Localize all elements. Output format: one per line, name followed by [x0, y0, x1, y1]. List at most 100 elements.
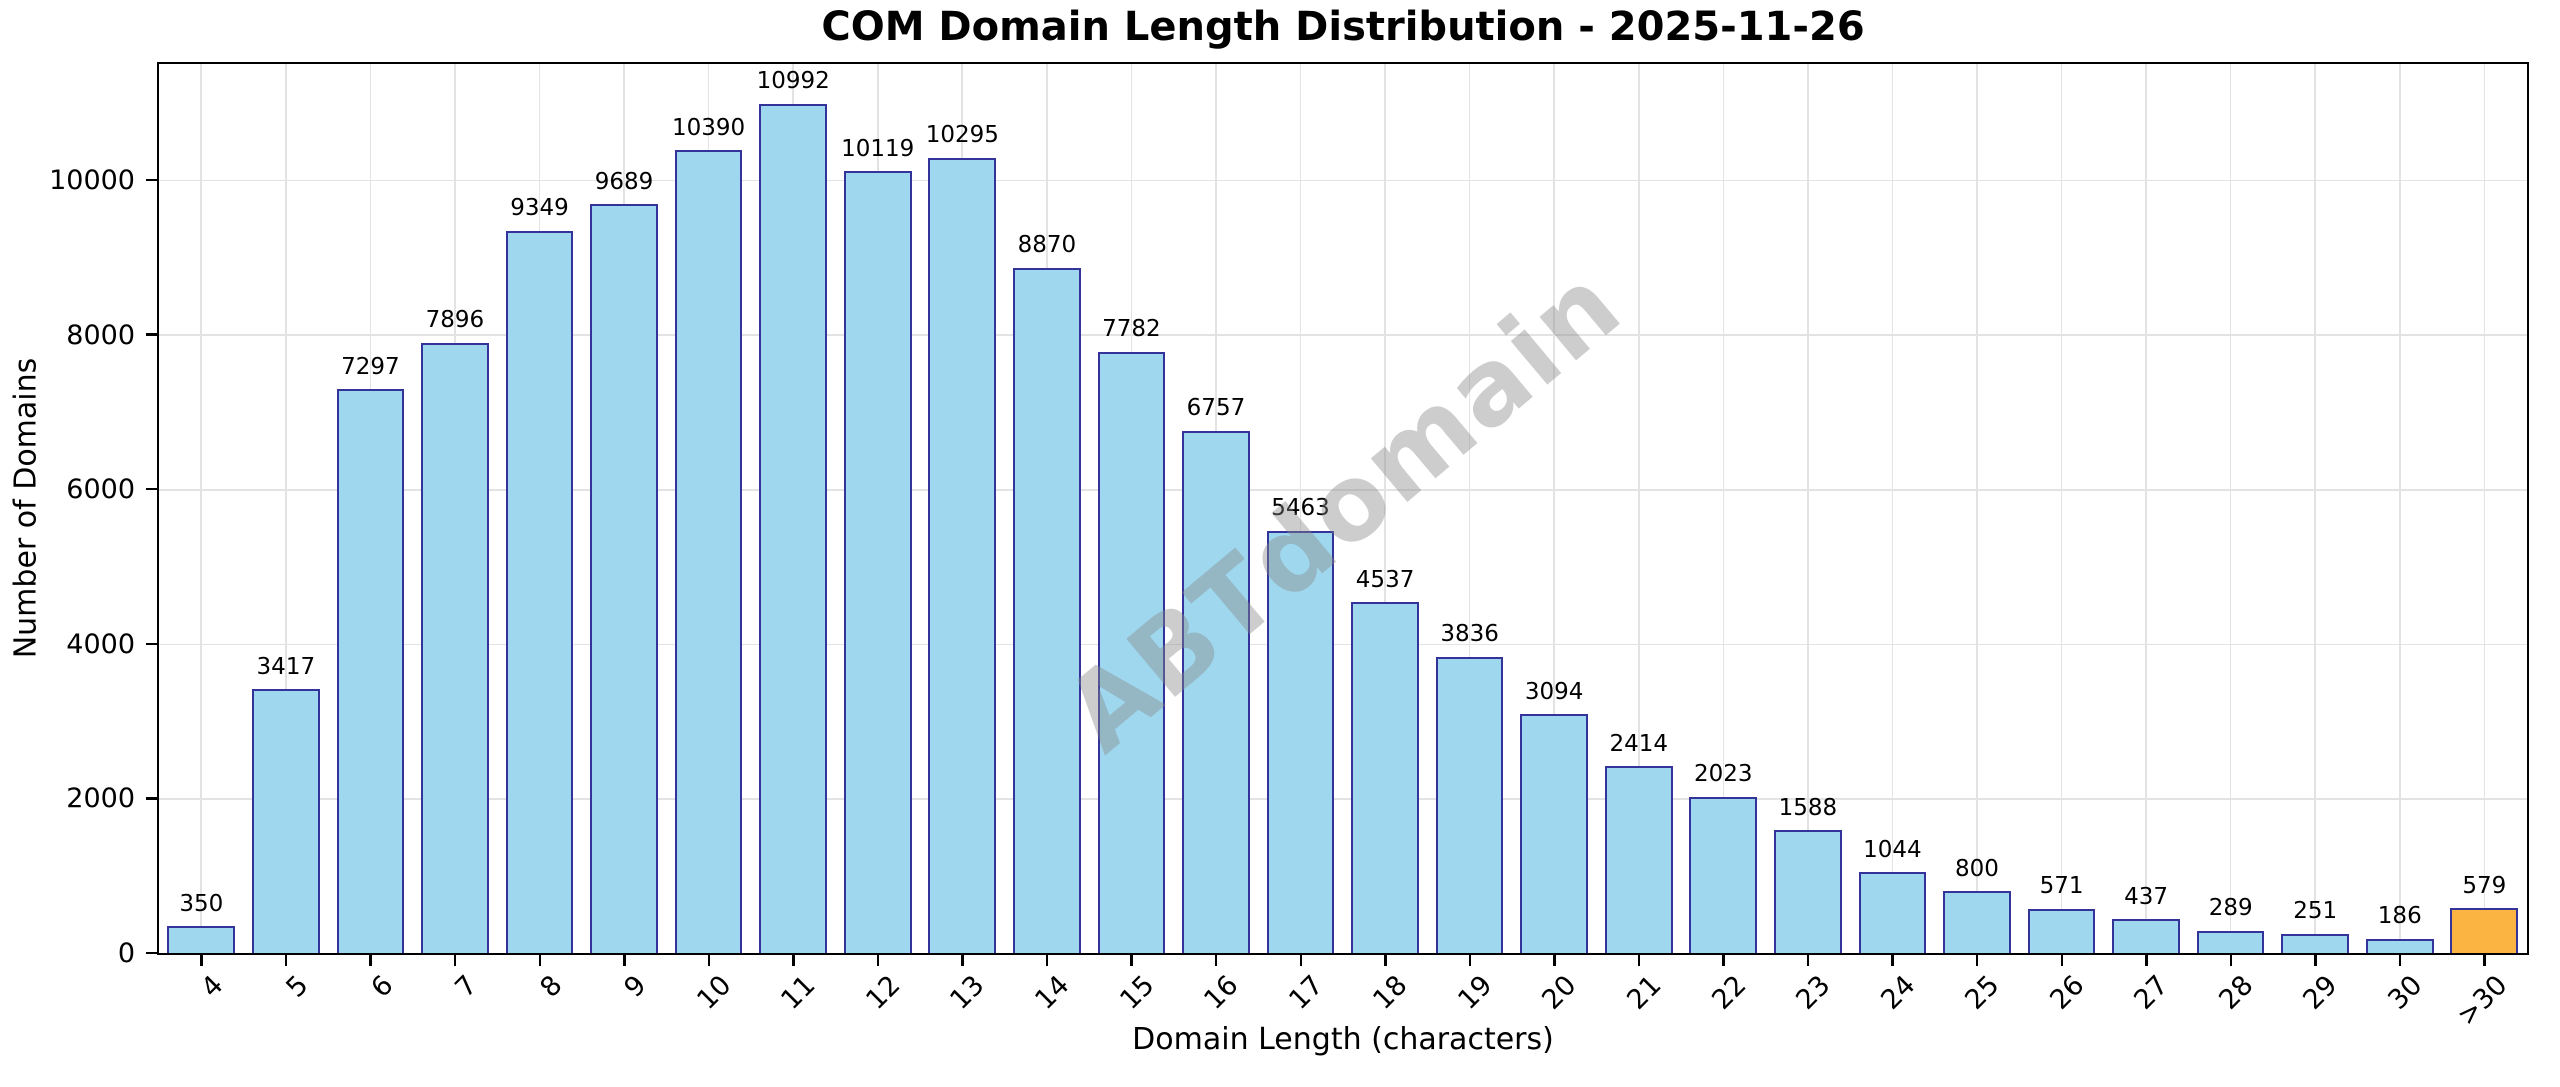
x-tick-label: 11 [775, 969, 822, 1016]
x-tick-mark [2060, 955, 2064, 966]
v-gridline [1468, 64, 1471, 953]
x-tick-label: 24 [1874, 969, 1922, 1016]
v-gridline [200, 64, 203, 953]
x-tick-label: 15 [1113, 969, 1161, 1016]
x-tick-mark [1975, 955, 1979, 966]
x-tick-label: 27 [2128, 969, 2175, 1016]
x-tick-label: 4 [195, 969, 230, 1004]
x-axis-label: Domain Length (characters) [1132, 1022, 1554, 1057]
y-tick-label: 2000 [66, 783, 135, 815]
y-tick-mark [146, 333, 157, 336]
x-tick-mark [2229, 955, 2233, 966]
bar [674, 150, 743, 953]
bar-value-label: 437 [2124, 883, 2169, 910]
y-tick-mark [146, 797, 157, 800]
bar-value-label: 350 [179, 890, 224, 917]
x-tick-mark [369, 955, 372, 966]
x-tick-mark [792, 955, 795, 966]
bar [1097, 351, 1166, 953]
bar-value-label: 571 [2039, 873, 2084, 900]
x-tick-label: 30 [2382, 969, 2429, 1016]
v-gridline [1807, 64, 1809, 953]
x-tick-label: 5 [280, 969, 315, 1004]
x-tick-mark [1045, 955, 1049, 966]
x-tick-label: 14 [1029, 969, 1076, 1016]
x-tick-mark [623, 955, 626, 966]
bar-value-label: 6757 [1186, 395, 1246, 422]
bar-value-label: 186 [2377, 903, 2422, 930]
x-tick-label: 9 [618, 969, 653, 1004]
x-tick-label: 28 [2213, 969, 2260, 1016]
x-tick-label: 18 [1367, 969, 1414, 1016]
x-tick-mark [1384, 955, 1387, 966]
x-tick-mark [2145, 955, 2148, 966]
h-gridline [159, 798, 2527, 800]
x-tick-label: 21 [1621, 969, 1668, 1016]
y-tick-mark [146, 178, 157, 182]
v-gridline [2483, 64, 2486, 953]
x-tick-mark [2483, 955, 2486, 966]
bar-value-label: 3417 [256, 653, 316, 680]
bar [2365, 938, 2434, 953]
bar-value-label: 10390 [672, 114, 746, 141]
bar-value-label: 10119 [841, 135, 915, 162]
bar-value-label: 800 [1955, 855, 1999, 882]
x-tick-label: 17 [1283, 969, 1330, 1016]
x-tick-mark [707, 955, 711, 966]
bar-value-label: 289 [2208, 895, 2253, 922]
bar [1943, 891, 2011, 953]
h-gridline [159, 488, 2527, 491]
bar [167, 925, 236, 953]
bar-value-label: 251 [2293, 898, 2338, 925]
bar-value-label: 8870 [1017, 232, 1077, 259]
x-tick-mark [1553, 955, 1556, 966]
x-tick-mark [1891, 955, 1894, 966]
y-tick-label: 4000 [66, 628, 135, 660]
x-tick-label: 23 [1790, 969, 1837, 1016]
v-gridline [2229, 64, 2232, 953]
bar-value-label: 10295 [925, 122, 999, 149]
y-tick-mark [146, 487, 157, 491]
x-tick-label: 7 [449, 969, 484, 1004]
bar-value-label: 3094 [1524, 678, 1584, 705]
v-gridline [1891, 64, 1894, 953]
v-gridline [2314, 64, 2316, 953]
v-gridline [1384, 64, 1386, 953]
bar [1858, 872, 1927, 953]
x-tick-mark [876, 955, 880, 966]
bar-value-label: 9689 [594, 168, 654, 195]
v-gridline [2398, 64, 2401, 953]
bar [2027, 908, 2096, 953]
x-tick-label: 10 [691, 969, 738, 1016]
h-gridline [159, 334, 2527, 337]
bar [2196, 930, 2265, 953]
x-tick-label: 13 [944, 969, 991, 1016]
bar [1351, 602, 1419, 953]
bar-value-label: 2414 [1609, 731, 1669, 758]
y-tick-mark [146, 642, 157, 646]
x-tick-mark [284, 955, 288, 966]
bar-value-label: 5463 [1271, 495, 1330, 522]
plot-area: ABTdomain 350 3417 7297 7896 9349 9689 10390 10… [157, 62, 2529, 955]
x-tick-mark [453, 955, 457, 966]
x-tick-mark [1130, 955, 1133, 966]
v-gridline [1976, 64, 1978, 953]
bar-value-label: 10992 [756, 68, 830, 95]
y-tick-label: 0 [117, 937, 135, 969]
bar [336, 389, 405, 953]
bar [1689, 796, 1758, 953]
x-tick-label: 6 [365, 969, 400, 1004]
y-tick-label: 8000 [66, 319, 135, 351]
h-gridline [159, 179, 2527, 182]
y-tick-label: 6000 [66, 474, 135, 506]
x-tick-label: 8 [534, 969, 569, 1004]
bar [1435, 656, 1504, 953]
bar-value-label: 7297 [341, 353, 400, 380]
x-tick-label: 16 [1198, 969, 1245, 1016]
bar [1266, 530, 1335, 953]
x-tick-mark [1722, 955, 1725, 966]
bar [505, 230, 574, 953]
bar [1604, 766, 1673, 953]
bar [2112, 919, 2180, 953]
